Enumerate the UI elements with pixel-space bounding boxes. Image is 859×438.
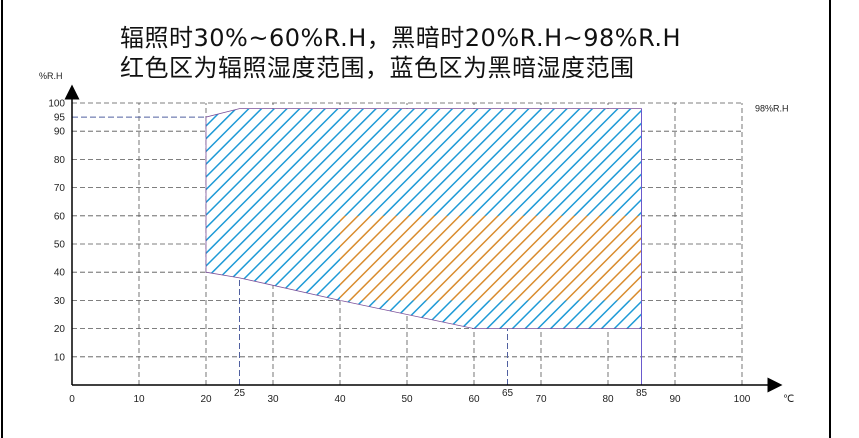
y-tick-label: 10 — [54, 352, 66, 363]
x-axis-label: ℃ — [783, 394, 794, 405]
y-tick-label: 90 — [54, 127, 66, 138]
irradiation-humidity-area — [340, 215, 642, 301]
y-tick-label: 20 — [54, 324, 66, 335]
x-tick-label: 100 — [734, 394, 751, 405]
y-tick-label: 30 — [54, 296, 66, 307]
x-tick-label-85: 85 — [636, 388, 648, 399]
y-tick-label: 50 — [54, 240, 66, 251]
y-tick-label: 70 — [54, 183, 66, 194]
x-tick-label: 80 — [602, 394, 614, 405]
x-tick-label-25: 25 — [234, 388, 246, 399]
y-axis-label: %R.H — [39, 71, 63, 81]
x-tick-label: 20 — [200, 394, 212, 405]
y-tick-label: 100 — [48, 99, 65, 110]
right-border — [829, 0, 831, 438]
y-tick-label: 60 — [54, 211, 66, 222]
x-tick-label: 90 — [669, 394, 681, 405]
x-tick-label: 40 — [334, 394, 346, 405]
y-tick-label-95: 95 — [54, 113, 66, 124]
x-tick-label: 70 — [535, 394, 547, 405]
y-tick-label: 80 — [54, 155, 66, 166]
x-tick-label: 0 — [69, 394, 75, 405]
x-tick-label: 30 — [267, 394, 279, 405]
x-tick-label-65: 65 — [502, 388, 514, 399]
x-tick-label: 10 — [133, 394, 145, 405]
x-tick-label: 60 — [468, 394, 480, 405]
y-tick-label: 40 — [54, 268, 66, 279]
heading-line-1: 辐照时30%~60%R.H，黑暗时20%R.H~98%R.H — [120, 24, 682, 52]
annotation-98rh: 98%R.H — [755, 104, 789, 114]
x-tick-label: 50 — [401, 394, 413, 405]
heading-line-2: 红色区为辐照湿度范围，蓝色区为黑暗湿度范围 — [120, 54, 635, 82]
left-border — [1, 0, 3, 438]
